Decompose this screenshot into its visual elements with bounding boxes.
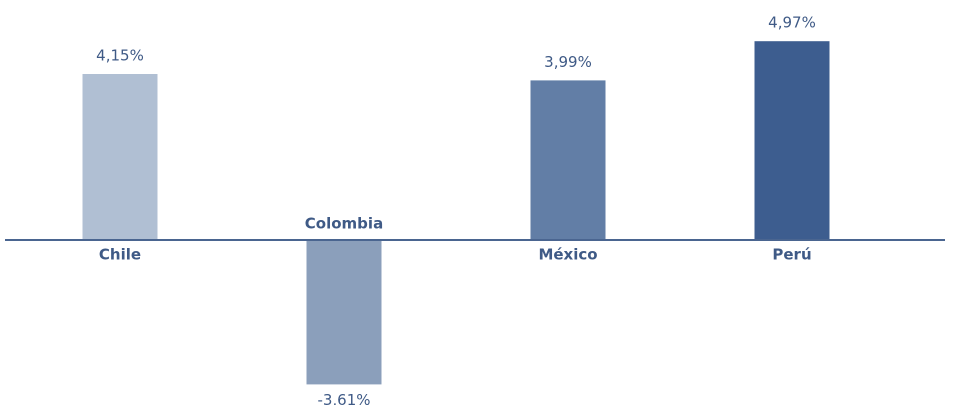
category-label: Perú bbox=[772, 246, 811, 264]
bar bbox=[530, 80, 606, 241]
category-label: Chile bbox=[99, 246, 141, 264]
value-label: 4,97% bbox=[768, 14, 816, 32]
bar bbox=[306, 240, 382, 385]
category-label: Colombia bbox=[305, 215, 383, 233]
bar bbox=[82, 74, 158, 240]
category-label: México bbox=[538, 246, 597, 264]
value-label: 3,99% bbox=[544, 53, 592, 71]
bar bbox=[754, 41, 830, 241]
value-label: 4,15% bbox=[96, 47, 144, 65]
value-label: -3,61% bbox=[317, 391, 370, 405]
